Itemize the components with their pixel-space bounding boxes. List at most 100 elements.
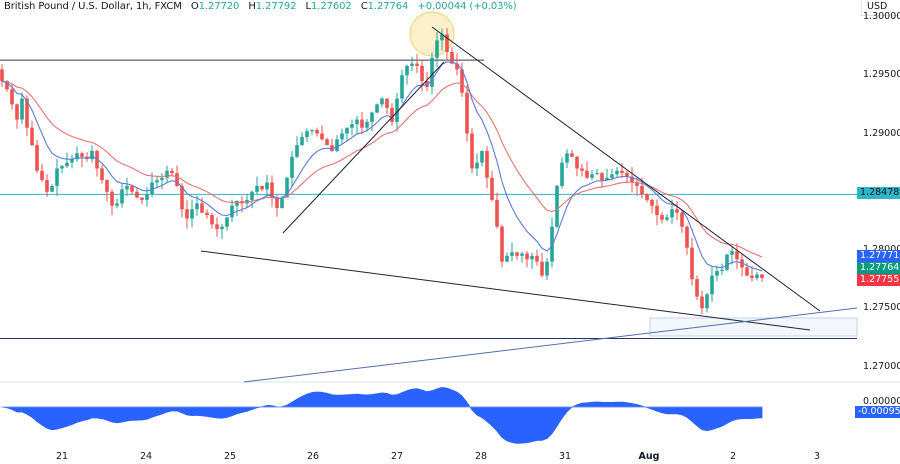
candle-down[interactable]	[675, 209, 679, 213]
candle-up[interactable]	[55, 168, 59, 186]
candle-up[interactable]	[375, 104, 379, 113]
candle-up[interactable]	[145, 194, 149, 200]
candle-up[interactable]	[590, 174, 594, 178]
candle-up[interactable]	[715, 270, 719, 276]
candle-down[interactable]	[655, 205, 659, 216]
candle-up[interactable]	[125, 185, 129, 190]
fast-moving-average-line[interactable]	[1, 61, 763, 272]
candle-down[interactable]	[25, 98, 29, 128]
candle-up[interactable]	[265, 182, 269, 190]
candle-down[interactable]	[685, 226, 689, 248]
candle-up[interactable]	[345, 127, 349, 134]
candle-down[interactable]	[320, 133, 324, 140]
candle-up[interactable]	[710, 275, 714, 295]
candle-down[interactable]	[275, 197, 279, 209]
candle-down[interactable]	[105, 180, 109, 192]
candle-up[interactable]	[730, 251, 734, 255]
candle-down[interactable]	[130, 185, 134, 192]
candle-down[interactable]	[515, 252, 519, 256]
candle-down[interactable]	[470, 133, 474, 169]
candle-up[interactable]	[355, 119, 359, 125]
candle-up[interactable]	[405, 65, 409, 76]
rising-channel-trendline[interactable]	[282, 61, 445, 234]
candle-down[interactable]	[110, 191, 114, 206]
candle-up[interactable]	[60, 166, 64, 169]
candle-up[interactable]	[305, 131, 309, 137]
candle-down[interactable]	[485, 150, 489, 178]
candle-up[interactable]	[550, 226, 554, 262]
candle-up[interactable]	[530, 255, 534, 260]
candle-down[interactable]	[500, 226, 504, 262]
candle-up[interactable]	[505, 255, 509, 262]
candle-up[interactable]	[230, 205, 234, 218]
candle-up[interactable]	[520, 253, 524, 256]
candle-up[interactable]	[430, 57, 434, 87]
candle-down[interactable]	[540, 261, 544, 276]
candle-up[interactable]	[50, 185, 54, 192]
candle-down[interactable]	[745, 267, 749, 276]
candle-up[interactable]	[155, 180, 159, 183]
candle-down[interactable]	[210, 215, 214, 225]
candle-up[interactable]	[595, 173, 599, 175]
candle-down[interactable]	[185, 209, 189, 219]
candle-down[interactable]	[700, 296, 704, 309]
candle-down[interactable]	[660, 215, 664, 220]
candle-down[interactable]	[695, 279, 699, 297]
candle-up[interactable]	[410, 63, 414, 66]
candle-up[interactable]	[755, 274, 759, 278]
candle-up[interactable]	[310, 130, 314, 132]
candle-up[interactable]	[165, 170, 169, 178]
candle-down[interactable]	[600, 173, 604, 181]
candle-down[interactable]	[420, 65, 424, 82]
candle-down[interactable]	[735, 251, 739, 260]
candle-up[interactable]	[665, 217, 669, 220]
candle-up[interactable]	[75, 153, 79, 160]
oscillator-area[interactable]	[1, 386, 763, 444]
candle-down[interactable]	[585, 170, 589, 178]
candle-down[interactable]	[40, 170, 44, 181]
candle-up[interactable]	[250, 191, 254, 200]
candle-up[interactable]	[395, 98, 399, 122]
candle-up[interactable]	[115, 203, 119, 206]
candle-up[interactable]	[720, 269, 724, 271]
candle-down[interactable]	[180, 185, 184, 210]
candle-down[interactable]	[640, 185, 644, 195]
candle-up[interactable]	[670, 209, 674, 218]
candle-up[interactable]	[90, 150, 94, 160]
candle-up[interactable]	[300, 136, 304, 146]
candle-up[interactable]	[610, 174, 614, 178]
candle-down[interactable]	[330, 145, 334, 151]
candle-down[interactable]	[80, 153, 84, 157]
candle-up[interactable]	[150, 182, 154, 195]
candle-down[interactable]	[175, 173, 179, 186]
candle-up[interactable]	[335, 139, 339, 151]
candle-down[interactable]	[45, 180, 49, 192]
candle-up[interactable]	[605, 177, 609, 181]
candle-down[interactable]	[200, 203, 204, 213]
candle-down[interactable]	[390, 107, 394, 122]
candle-down[interactable]	[620, 170, 624, 174]
candle-down[interactable]	[385, 98, 389, 108]
candle-up[interactable]	[475, 162, 479, 169]
candle-down[interactable]	[315, 130, 319, 134]
candle-up[interactable]	[400, 75, 404, 99]
candle-up[interactable]	[65, 162, 69, 167]
zone-rectangle[interactable]	[649, 317, 858, 337]
candle-down[interactable]	[580, 168, 584, 171]
candle-up[interactable]	[370, 112, 374, 122]
candle-up[interactable]	[440, 34, 444, 41]
candle-down[interactable]	[100, 168, 104, 181]
candle-up[interactable]	[435, 40, 439, 58]
candle-up[interactable]	[545, 261, 549, 276]
candle-up[interactable]	[225, 217, 229, 227]
candle-down[interactable]	[170, 170, 174, 174]
candle-down[interactable]	[575, 156, 579, 169]
lower-falling-trendline-trendline[interactable]	[200, 250, 811, 331]
candle-down[interactable]	[690, 247, 694, 280]
candle-up[interactable]	[510, 252, 514, 256]
candle-up[interactable]	[280, 197, 284, 209]
candle-down[interactable]	[215, 224, 219, 230]
candle-down[interactable]	[415, 63, 419, 66]
